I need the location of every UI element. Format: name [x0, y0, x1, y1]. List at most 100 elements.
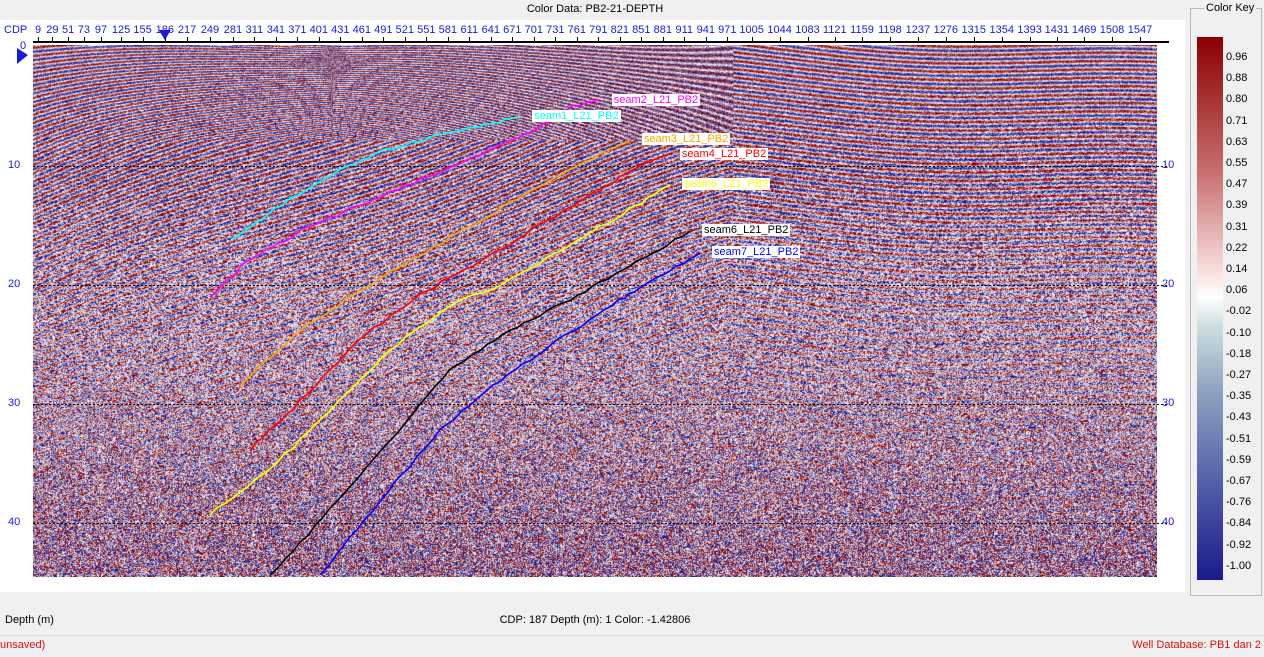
color-key-label: 0.14 [1226, 263, 1248, 275]
horizon-label[interactable]: seam5_L21_PB2 [681, 178, 771, 191]
horizon-line-seam3 [239, 139, 631, 387]
cdp-tick-label: 1083 [795, 24, 820, 36]
cdp-tick-mark [83, 37, 85, 42]
cdp-tick-label: 821 [610, 24, 629, 36]
depth-tick-label: 0 [20, 40, 27, 52]
cdp-tick-mark [861, 37, 863, 42]
horizon-label[interactable]: seam1_L21_PB2 [532, 110, 621, 123]
cdp-tick-mark [889, 37, 891, 42]
cdp-tick-label: 581 [438, 24, 458, 36]
cdp-tick-mark [232, 37, 234, 42]
cdp-tick-label: 671 [503, 24, 522, 36]
cdp-tick-mark [490, 37, 492, 42]
cdp-tick-label: 9 [34, 24, 42, 36]
cdp-tick-mark [101, 37, 103, 42]
color-key-label: 0.71 [1226, 114, 1248, 127]
cdp-tick-label: 971 [718, 24, 737, 36]
cdp-tick-label: 551 [417, 24, 436, 36]
cdp-tick-mark [275, 37, 277, 42]
cdp-tick-mark [68, 37, 70, 42]
depth-position-marker-icon[interactable] [17, 48, 28, 64]
cdp-tick-label: 1198 [878, 24, 902, 36]
cdp-tick-mark [142, 37, 144, 42]
cdp-tick-mark [361, 37, 363, 42]
cdp-tick-label: 1005 [739, 24, 764, 36]
color-key-label: 0.47 [1226, 178, 1248, 191]
cdp-tick-mark [727, 37, 729, 42]
horizon-label[interactable]: seam4_L21_PB2 [679, 148, 769, 161]
cdp-tick-label: 341 [266, 24, 286, 36]
cdp-tick-label: 701 [524, 24, 544, 36]
color-key-label: -0.10 [1226, 326, 1252, 339]
cdp-tick-mark [209, 37, 211, 42]
color-key-label: 0.55 [1226, 157, 1248, 169]
cdp-tick-mark [1140, 37, 1141, 42]
cdp-tick-label: 1354 [989, 24, 1014, 36]
cdp-tick-label: 311 [245, 24, 264, 36]
cdp-tick-label: 371 [288, 24, 307, 36]
cdp-tick-label: 217 [177, 24, 197, 36]
cdp-tick-mark [1056, 37, 1058, 42]
color-key-label: -0.27 [1226, 369, 1252, 381]
horizon-label[interactable]: seam2_L21_PB2 [611, 93, 701, 106]
horizon-label[interactable]: seam7_L21_PB2 [712, 245, 801, 258]
cdp-tick-mark [576, 37, 578, 42]
cdp-tick-mark [555, 37, 557, 42]
cdp-tick-label: 186 [155, 24, 174, 36]
cdp-tick-mark [164, 37, 166, 42]
cdp-tick-label: 1431 [1044, 24, 1070, 36]
depth-tick-label: 10 [1162, 159, 1175, 171]
cdp-tick-label: 1469 [1071, 24, 1097, 36]
cdp-tick-mark [383, 37, 385, 42]
status-unsaved: unsaved) [0, 639, 46, 651]
cdp-tick-label: 791 [589, 24, 608, 36]
depth-axis-title: Depth (m) [5, 614, 54, 626]
cdp-tick-mark [779, 37, 781, 42]
cdp-tick-label: 97 [94, 24, 108, 36]
color-key-label: 0.63 [1226, 135, 1248, 148]
horizon-line-seam7 [319, 252, 701, 576]
cdp-tick-mark [917, 37, 919, 42]
cdp-tick-mark [52, 37, 54, 42]
cdp-tick-label: 431 [331, 24, 350, 36]
cdp-tick-label: 731 [546, 24, 565, 36]
cdp-tick-mark [318, 37, 320, 42]
cdp-tick-label: 941 [696, 24, 715, 36]
color-key-label: 0.96 [1226, 51, 1248, 63]
color-key-label: 0.06 [1226, 284, 1248, 297]
cdp-tick-label: 461 [352, 24, 372, 36]
cdp-tick-label: 911 [675, 24, 694, 36]
color-key-bar [1197, 37, 1223, 580]
cdp-tick-label: 1044 [767, 24, 792, 36]
color-key-label: -0.92 [1226, 538, 1252, 551]
seismic-section-image[interactable] [33, 45, 1157, 577]
depth-tick-label: 10 [8, 159, 21, 171]
cdp-tick-mark [619, 37, 621, 42]
cursor-readout: CDP: 187 Depth (m): 1 Color: -1.42806 [499, 614, 691, 626]
cdp-tick-label: 851 [632, 24, 651, 36]
horizon-label[interactable]: seam6_L21_PB2 [702, 224, 791, 237]
depth-tick-label: 20 [1162, 278, 1175, 290]
color-key-label: -0.51 [1226, 432, 1252, 445]
cdp-tick-label: 51 [61, 24, 75, 36]
cdp-tick-mark [751, 37, 753, 42]
horizon-overlay [17, 30, 1168, 576]
cdp-tick-label: 521 [395, 24, 415, 36]
cdp-tick-mark [1029, 37, 1031, 42]
cdp-tick-mark [404, 37, 406, 42]
horizon-label[interactable]: seam3_L21_PB2 [641, 132, 731, 145]
cdp-axis-line [33, 41, 1169, 43]
cdp-tick-label: 401 [309, 24, 329, 36]
cdp-tick-mark [297, 37, 299, 42]
status-bar [0, 635, 1264, 657]
color-key-label: 0.88 [1226, 72, 1248, 85]
horizon-line-seam5 [209, 184, 671, 516]
cdp-tick-label: 1159 [850, 24, 874, 36]
cdp-tick-mark [641, 37, 643, 42]
cdp-position-marker-icon[interactable] [158, 30, 171, 40]
color-key-label: -1.00 [1226, 559, 1252, 572]
color-key-label: -0.35 [1226, 390, 1252, 403]
depth-tick-label: 20 [8, 278, 21, 290]
cdp-tick-mark [533, 37, 535, 42]
horizon-line-seam2 [209, 99, 600, 298]
